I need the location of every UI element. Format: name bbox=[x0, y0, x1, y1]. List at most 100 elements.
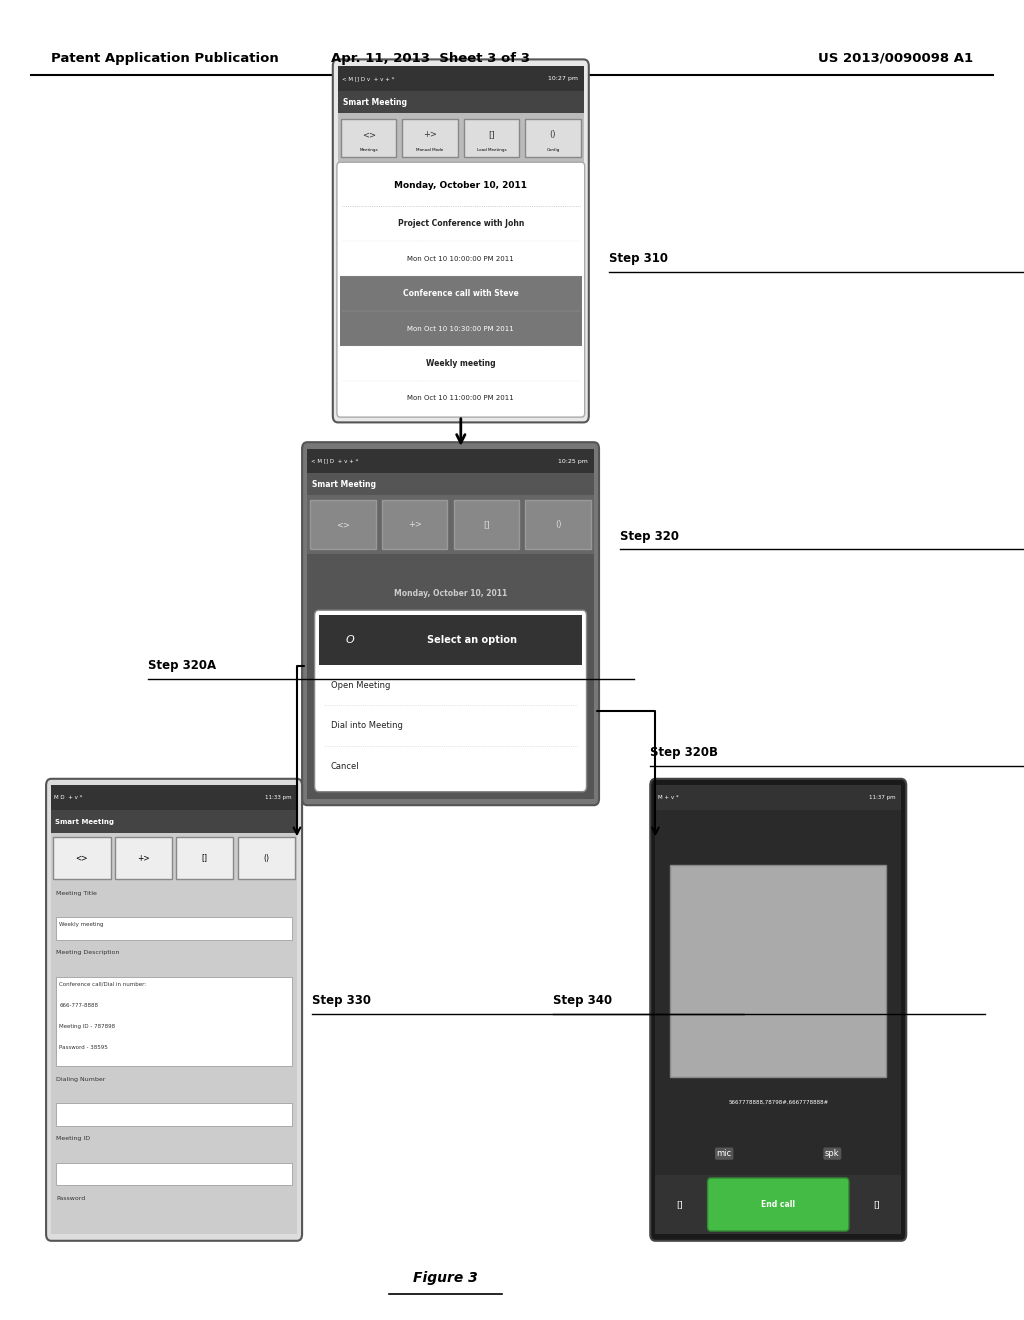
Text: Step 340: Step 340 bbox=[553, 994, 612, 1007]
Text: Weekly meeting: Weekly meeting bbox=[59, 923, 103, 928]
Text: []: [] bbox=[677, 1200, 683, 1209]
Text: 11:37 pm: 11:37 pm bbox=[869, 795, 896, 800]
Text: Figure 3: Figure 3 bbox=[413, 1271, 478, 1284]
FancyBboxPatch shape bbox=[333, 59, 589, 422]
Text: Conference call/Dial in number:: Conference call/Dial in number: bbox=[59, 982, 146, 987]
Text: <>: <> bbox=[76, 854, 88, 862]
Text: Dialing Number: Dialing Number bbox=[56, 1077, 105, 1082]
Text: Step 320B: Step 320B bbox=[650, 746, 718, 759]
Bar bbox=[525, 500, 591, 549]
Text: Project Conference with John: Project Conference with John bbox=[397, 219, 524, 228]
Bar bbox=[56, 917, 292, 940]
Bar bbox=[338, 66, 584, 91]
Text: Smart Meeting: Smart Meeting bbox=[343, 98, 408, 107]
Bar bbox=[310, 500, 376, 549]
Text: Select an option: Select an option bbox=[427, 635, 517, 645]
Text: M D  + v *: M D + v * bbox=[54, 795, 83, 800]
Bar bbox=[51, 785, 297, 810]
Text: Monday, October 10, 2011: Monday, October 10, 2011 bbox=[394, 181, 527, 190]
Bar bbox=[464, 120, 519, 157]
Text: Mon Oct 10 11:00:00 PM 2011: Mon Oct 10 11:00:00 PM 2011 bbox=[408, 396, 514, 401]
Text: Password: Password bbox=[56, 1196, 86, 1201]
Text: US 2013/0090098 A1: US 2013/0090098 A1 bbox=[818, 51, 973, 65]
Bar bbox=[655, 810, 901, 1234]
Text: +>: +> bbox=[408, 520, 422, 529]
Bar bbox=[525, 120, 581, 157]
Text: Cancel: Cancel bbox=[331, 762, 359, 771]
Text: spk: spk bbox=[825, 1150, 840, 1158]
Bar bbox=[176, 837, 233, 879]
Text: Step 310: Step 310 bbox=[609, 252, 669, 265]
Text: < M [] D v  + v + *: < M [] D v + v + * bbox=[342, 77, 394, 81]
Text: (): () bbox=[555, 520, 561, 529]
Text: (): () bbox=[550, 129, 556, 139]
Text: Manual Mode: Manual Mode bbox=[417, 148, 443, 152]
Text: Password - 38595: Password - 38595 bbox=[59, 1045, 109, 1051]
Text: Step 330: Step 330 bbox=[312, 994, 372, 1007]
Text: Patent Application Publication: Patent Application Publication bbox=[51, 51, 279, 65]
Bar bbox=[655, 1175, 901, 1234]
Text: Meeting Description: Meeting Description bbox=[56, 950, 120, 956]
Text: O: O bbox=[346, 635, 354, 645]
Text: Monday, October 10, 2011: Monday, October 10, 2011 bbox=[394, 589, 507, 598]
Text: Dial into Meeting: Dial into Meeting bbox=[331, 721, 402, 730]
Bar bbox=[340, 312, 582, 346]
Text: Mon Oct 10 10:00:00 PM 2011: Mon Oct 10 10:00:00 PM 2011 bbox=[408, 256, 514, 261]
Bar bbox=[402, 120, 458, 157]
Text: <>: <> bbox=[336, 520, 350, 529]
Text: []: [] bbox=[873, 1200, 880, 1209]
Text: Mon Oct 10 10:30:00 PM 2011: Mon Oct 10 10:30:00 PM 2011 bbox=[408, 326, 514, 331]
Text: Config: Config bbox=[547, 148, 559, 152]
Text: Step 320: Step 320 bbox=[620, 529, 679, 543]
FancyBboxPatch shape bbox=[650, 779, 906, 1241]
Text: < M [] D  + v + *: < M [] D + v + * bbox=[311, 458, 358, 463]
Text: Meeting ID: Meeting ID bbox=[56, 1137, 90, 1142]
Bar bbox=[318, 615, 583, 665]
Bar bbox=[670, 865, 887, 1077]
FancyBboxPatch shape bbox=[337, 162, 585, 417]
Text: Open Meeting: Open Meeting bbox=[331, 681, 390, 690]
Text: Meeting ID - 787898: Meeting ID - 787898 bbox=[59, 1024, 116, 1030]
Text: Meeting Title: Meeting Title bbox=[56, 891, 97, 896]
Text: Smart Meeting: Smart Meeting bbox=[312, 479, 377, 488]
Text: Conference call with Steve: Conference call with Steve bbox=[402, 289, 519, 298]
Bar bbox=[382, 500, 447, 549]
FancyBboxPatch shape bbox=[46, 779, 302, 1241]
Bar bbox=[51, 833, 297, 883]
Text: End call: End call bbox=[761, 1200, 796, 1209]
Text: Weekly meeting: Weekly meeting bbox=[426, 359, 496, 368]
Bar bbox=[307, 474, 594, 495]
Bar bbox=[341, 120, 396, 157]
Bar bbox=[56, 977, 292, 1067]
FancyBboxPatch shape bbox=[708, 1177, 849, 1232]
Bar bbox=[53, 837, 111, 879]
Bar bbox=[340, 276, 582, 312]
Text: 5667778888,78798#,6667778888#: 5667778888,78798#,6667778888# bbox=[728, 1101, 828, 1105]
Text: M + v *: M + v * bbox=[658, 795, 679, 800]
Bar bbox=[307, 495, 594, 554]
Bar bbox=[51, 810, 297, 833]
Text: []: [] bbox=[202, 854, 208, 862]
Text: []: [] bbox=[483, 520, 489, 529]
Bar bbox=[238, 837, 295, 879]
Text: mic: mic bbox=[717, 1150, 732, 1158]
FancyBboxPatch shape bbox=[302, 442, 599, 805]
Bar bbox=[338, 114, 584, 164]
Bar bbox=[51, 883, 297, 1234]
Text: Apr. 11, 2013  Sheet 3 of 3: Apr. 11, 2013 Sheet 3 of 3 bbox=[331, 51, 529, 65]
Text: 666-777-8888: 666-777-8888 bbox=[59, 1003, 98, 1008]
Text: <>: <> bbox=[361, 129, 376, 139]
Text: 10:25 pm: 10:25 pm bbox=[558, 458, 588, 463]
Text: Meetings: Meetings bbox=[359, 148, 378, 152]
Bar bbox=[56, 1163, 292, 1185]
Bar bbox=[56, 1104, 292, 1126]
Text: 11:33 pm: 11:33 pm bbox=[265, 795, 292, 800]
Text: Load Meetings: Load Meetings bbox=[477, 148, 506, 152]
Bar bbox=[307, 554, 594, 799]
Bar bbox=[655, 785, 901, 810]
Text: +>: +> bbox=[423, 129, 437, 139]
Text: Step 320A: Step 320A bbox=[148, 659, 217, 672]
Bar bbox=[338, 91, 584, 114]
FancyBboxPatch shape bbox=[314, 610, 587, 792]
Text: 10:27 pm: 10:27 pm bbox=[548, 77, 578, 81]
